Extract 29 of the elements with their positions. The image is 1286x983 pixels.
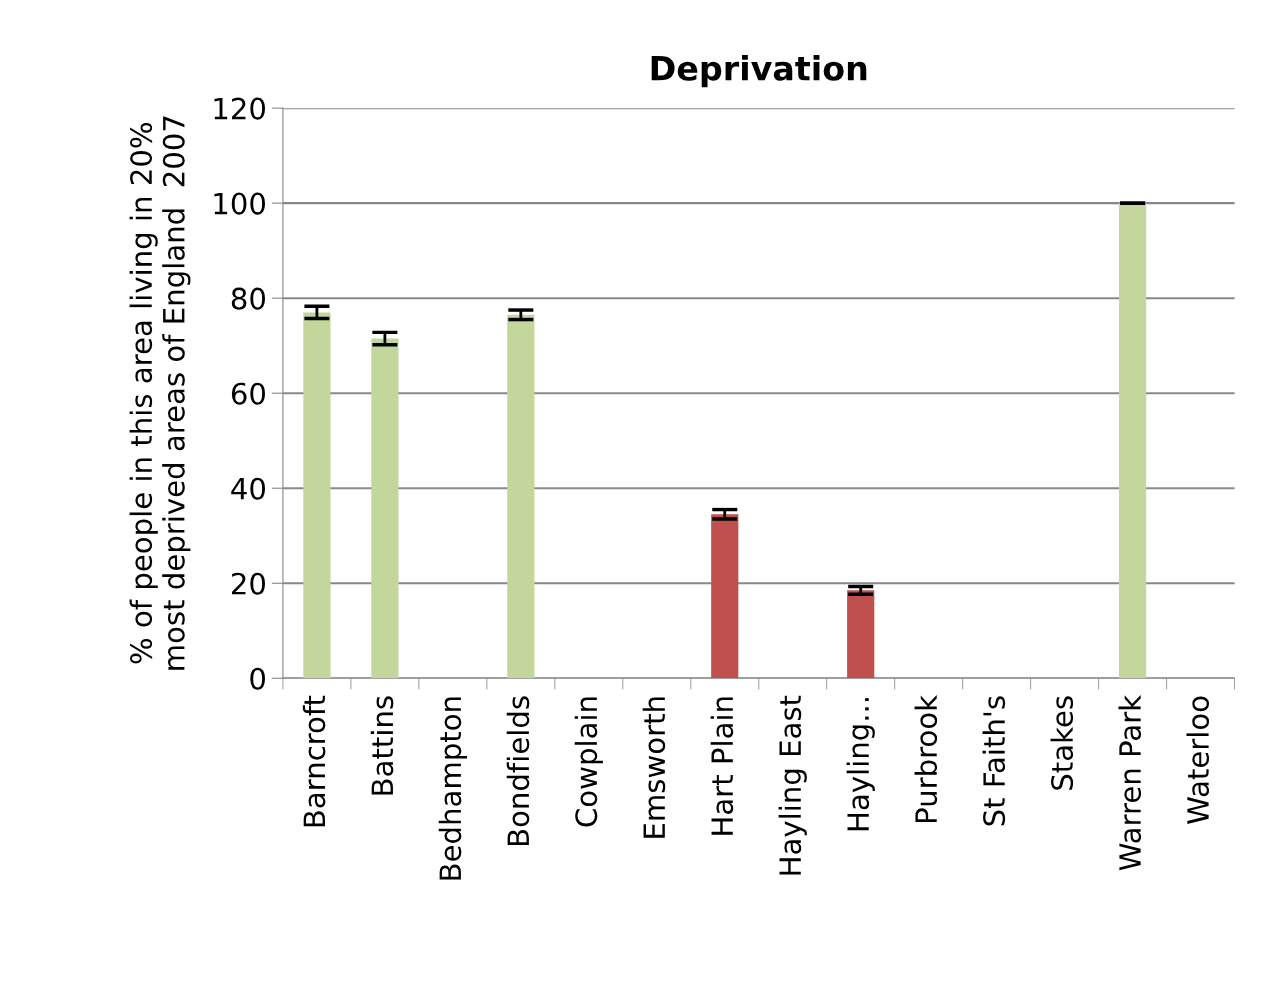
- x-tick-label: Hayling...: [846, 698, 875, 831]
- bar: [711, 514, 739, 679]
- y-tick-label: 20: [231, 572, 266, 595]
- y-tick-label: 100: [214, 192, 266, 215]
- bar: [303, 312, 331, 679]
- bar: [847, 590, 875, 679]
- x-tick-label: Waterloo: [1186, 696, 1210, 824]
- x-tick-label: Hart Plain: [710, 697, 734, 835]
- x-tick-label: Cowplain: [574, 697, 603, 827]
- y-tick-label: 60: [231, 382, 266, 405]
- y-axis-title: % of people in this area living in 20% most deprived areas of England 2007: [129, 116, 191, 670]
- chart-title: Deprivation: [651, 55, 867, 88]
- x-tick-label: Emsworth: [642, 697, 666, 838]
- x-tick-label: Purbrook: [914, 695, 938, 823]
- y-tick-label: 0: [250, 667, 266, 690]
- x-tick-label: Battins: [370, 696, 394, 795]
- x-tick-label: Stakes: [1050, 696, 1074, 790]
- y-tick-label: 40: [231, 477, 266, 500]
- x-tick-label: St Faith's: [982, 696, 1006, 826]
- x-tick-label: Hayling East: [778, 695, 807, 875]
- bar: [371, 338, 399, 679]
- y-tick-label: 80: [231, 287, 266, 310]
- bar: [507, 314, 535, 679]
- x-tick-label: Bedhampton: [438, 697, 467, 880]
- y-tick-label: 120: [214, 97, 266, 120]
- x-tick-label: Bondfields: [506, 696, 530, 846]
- x-tick-label: Warren Park: [1118, 695, 1142, 871]
- bar: [1119, 203, 1147, 679]
- x-tick-label: Barncroft: [302, 695, 326, 827]
